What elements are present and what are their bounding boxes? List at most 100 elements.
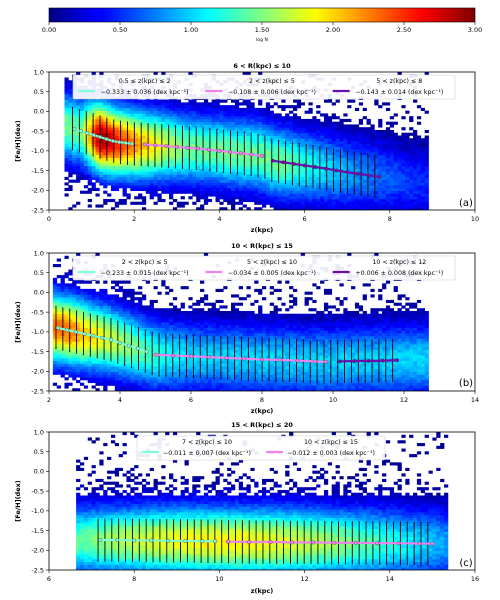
density-cell [351,163,356,167]
density-cell [250,165,255,169]
density-cell [103,379,108,384]
density-cell [138,149,143,153]
density-cell [281,207,286,210]
density-cell [95,308,100,312]
density-cell [68,341,73,345]
density-cell [416,163,422,167]
density-cell [118,330,123,334]
density-cell [145,185,151,189]
density-cell [95,102,100,106]
density-cell [250,102,255,106]
density-cell [126,132,131,136]
density-cell [91,368,96,373]
density-cell [200,371,205,375]
density-cell [141,113,147,117]
density-cell [323,146,329,150]
density-cell [296,132,302,136]
density-cell [157,308,162,312]
density-cell [323,121,329,125]
density-cell [172,171,178,175]
density-cell [149,388,154,391]
density-cell [99,374,104,378]
density-cell [122,116,127,120]
density-cell [126,330,131,334]
density-cell [203,182,209,186]
density-cell [103,127,108,131]
density-cell [366,198,371,203]
density-cell [161,280,166,284]
density-cell [99,299,104,304]
density-cell [370,124,375,128]
density-cell [91,319,96,323]
density-cell [420,168,426,172]
density-cell [79,291,85,295]
density-cell [138,385,143,389]
density-cell [149,330,154,334]
density-cell [246,141,251,145]
density-cell [149,182,154,186]
density-cell [161,187,166,192]
density-cell [289,201,294,205]
density-cell [130,330,135,334]
density-cell [141,185,147,189]
density-cell [200,313,205,317]
density-cell [196,163,201,167]
density-cell [91,105,96,109]
density-cell [234,116,240,120]
density-cell [114,171,120,175]
density-cell [281,135,286,139]
density-cell [110,324,116,328]
density-cell [292,168,298,172]
density-cell [141,330,147,334]
density-cell [351,196,356,200]
density-cell [91,371,96,375]
density-cell [304,141,309,145]
density-cell [234,176,240,180]
density-cell [141,368,147,373]
density-cell [107,171,112,175]
density-cell [246,110,251,114]
density-cell [118,171,123,175]
density-cell [64,324,69,328]
density-cell [409,116,414,120]
density-cell [347,138,352,142]
density-cell [130,102,135,106]
density-cell [107,341,112,345]
density-cell [134,113,139,117]
density-cell [320,163,325,167]
density-cell [219,171,224,175]
density-cell [87,280,92,284]
density-cell [149,305,154,309]
density-cell [52,368,58,373]
density-cell [401,143,406,147]
density-cell [76,297,81,301]
density-cell [393,187,398,192]
density-cell [281,176,286,180]
density-cell [262,132,267,136]
density-cell [343,149,348,153]
density-cell [188,157,193,161]
density-cell [161,141,166,145]
density-cell [161,190,166,194]
density-cell [289,146,294,150]
density-cell [122,105,127,109]
density-cell [420,107,426,111]
density-cell [416,193,422,197]
density-cell [76,135,81,139]
density-cell [161,129,166,134]
density-cell [103,294,108,298]
density-cell [219,176,224,180]
density-cell [308,143,313,147]
density-cell [169,118,174,123]
density-cell [107,193,112,197]
density-cell [118,286,123,290]
density-cell [153,165,158,169]
density-cell [200,330,205,334]
density-cell [362,146,367,150]
density-cell [122,294,127,298]
density-cell [219,141,224,145]
density-cell [76,388,81,391]
density-cell [223,141,228,145]
density-cell [409,207,414,210]
density-cell [223,105,228,109]
